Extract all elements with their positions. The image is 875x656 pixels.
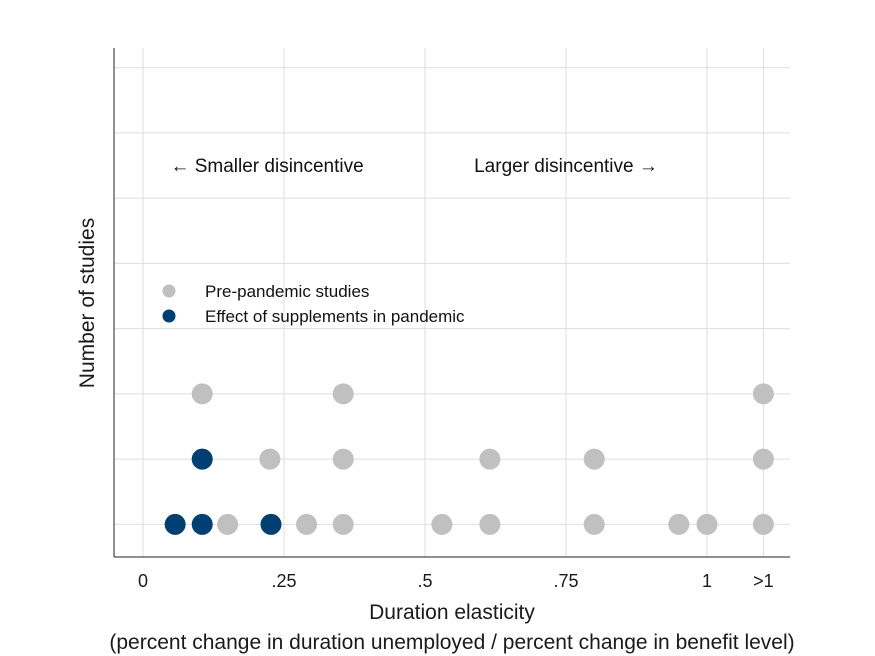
data-point [668,513,690,535]
data-point [752,513,774,535]
data-point [296,513,318,535]
gridlines [114,48,790,557]
data-point [332,448,354,470]
x-axis-subtitle: (percent change in duration unemployed /… [109,631,794,654]
legend-marker [162,284,176,298]
data-point [583,448,605,470]
x-tick-label: .5 [417,571,432,591]
data-point [259,448,281,470]
data-point [431,513,453,535]
data-point [696,513,718,535]
data-point [191,513,213,535]
x-axis-title: Duration elasticity [369,601,535,624]
data-points [164,383,774,535]
data-point [164,513,186,535]
data-point [217,513,239,535]
data-point [191,383,213,405]
data-point [332,513,354,535]
x-axis-ticks: 0 .25 .5 .75 1 >1 [138,571,774,591]
data-point [583,513,605,535]
x-tick-label: 1 [702,571,712,591]
data-point [479,513,501,535]
legend-label: Pre-pandemic studies [205,282,369,301]
annotations: ← Smaller disincentive Larger disincentiv… [170,156,657,177]
x-tick-label: .75 [553,571,578,591]
axes [113,48,790,558]
x-tick-label: .25 [271,571,296,591]
data-point [752,383,774,405]
legend: Pre-pandemic studies Effect of supplement… [162,282,465,326]
data-point [191,448,213,470]
legend-marker [162,309,176,323]
annotation: Larger disincentive → [474,156,658,177]
data-point [752,448,774,470]
x-tick-label: 0 [138,571,148,591]
x-tick-label: >1 [753,571,774,591]
y-axis-title: Number of studies [76,218,99,388]
data-point [260,513,282,535]
legend-label: Effect of supplements in pandemic [205,307,465,326]
annotation: ← Smaller disincentive [170,156,363,177]
data-point [332,383,354,405]
data-point [479,448,501,470]
